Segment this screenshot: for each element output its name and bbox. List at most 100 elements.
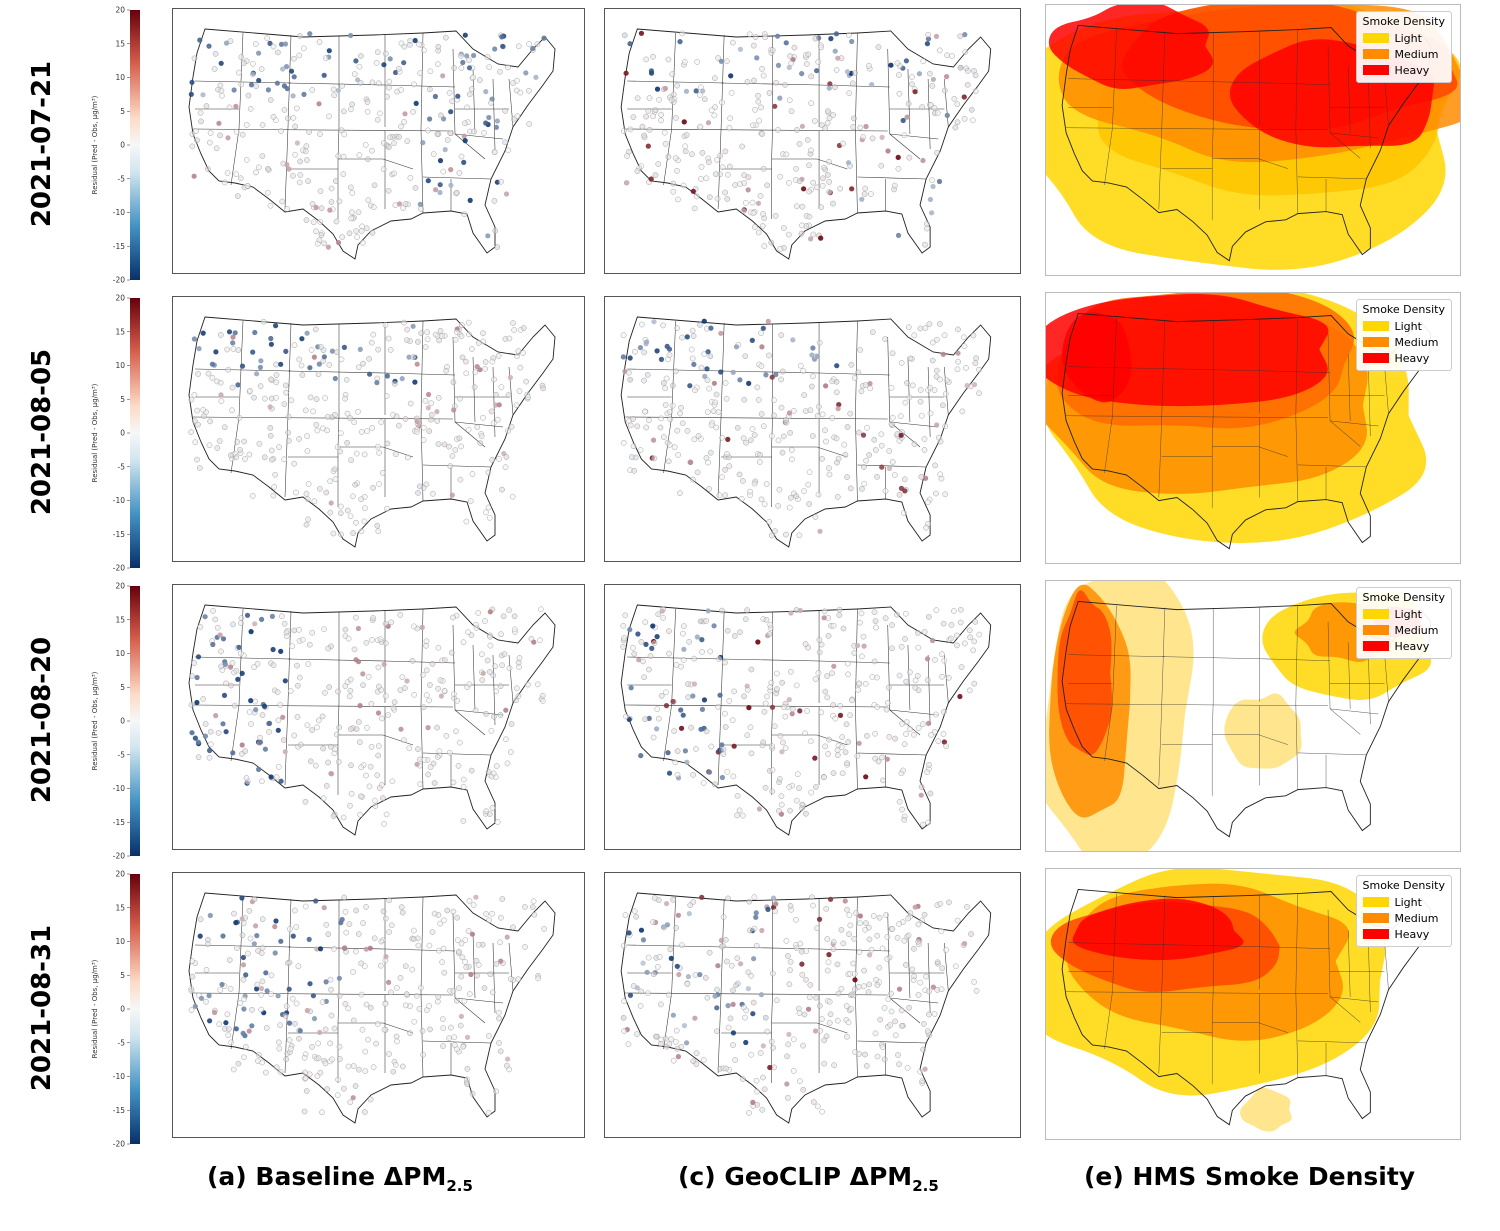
- monitor-point: [961, 94, 967, 100]
- monitor-point: [703, 175, 710, 182]
- monitor-point: [824, 694, 831, 701]
- monitor-point: [932, 656, 938, 663]
- monitor-point: [210, 641, 216, 648]
- monitor-point: [262, 703, 268, 709]
- monitor-point: [783, 417, 789, 423]
- monitor-point: [839, 734, 846, 740]
- monitor-point: [797, 940, 804, 947]
- monitor-point: [625, 1041, 632, 1048]
- monitor-point: [844, 474, 850, 480]
- monitor-point: [276, 1039, 282, 1046]
- monitor-point: [833, 435, 840, 442]
- monitor-point: [197, 623, 204, 630]
- monitor-point: [658, 111, 664, 118]
- monitor-point: [722, 148, 729, 155]
- monitor-point: [871, 436, 878, 443]
- monitor-point: [816, 403, 822, 410]
- monitor-point: [357, 346, 363, 352]
- monitor-point: [442, 34, 449, 41]
- monitor-point: [422, 397, 429, 404]
- monitor-point: [461, 998, 468, 1004]
- monitor-point: [917, 387, 924, 393]
- monitor-point: [275, 727, 281, 733]
- monitor-point: [503, 736, 509, 743]
- monitor-point: [620, 1014, 627, 1021]
- monitor-point: [856, 740, 862, 746]
- monitor-point: [209, 361, 215, 367]
- monitor-point: [194, 699, 200, 706]
- monitor-point: [495, 353, 502, 359]
- monitor-point: [836, 612, 843, 618]
- monitor-point: [414, 361, 420, 367]
- monitor-point: [815, 670, 822, 676]
- monitor-point: [852, 70, 858, 76]
- monitor-point: [760, 739, 767, 746]
- monitor-point: [303, 1088, 310, 1094]
- legend-title: Smoke Density: [1362, 15, 1446, 28]
- monitor-point: [898, 360, 905, 366]
- monitor-point: [466, 57, 472, 64]
- legend-label: Heavy: [1394, 63, 1430, 77]
- monitor-point: [374, 1021, 381, 1027]
- monitor-point: [453, 997, 460, 1004]
- monitor-point: [746, 705, 752, 711]
- monitor-point: [314, 427, 321, 434]
- monitor-point: [285, 429, 292, 436]
- monitor-point: [314, 946, 320, 952]
- monitor-point: [368, 339, 375, 346]
- monitor-point: [674, 963, 680, 969]
- monitor-point: [675, 1054, 682, 1060]
- monitor-point: [769, 374, 775, 380]
- monitor-point: [741, 180, 748, 186]
- monitor-point: [625, 369, 632, 376]
- monitor-point: [257, 734, 263, 741]
- monitor-point: [809, 433, 816, 439]
- monitor-point: [655, 611, 662, 618]
- monitor-point: [258, 991, 265, 998]
- monitor-point: [645, 990, 651, 997]
- monitor-point: [783, 151, 790, 158]
- monitor-point: [740, 435, 747, 442]
- monitor-point: [392, 202, 399, 209]
- monitor-point: [954, 101, 961, 108]
- monitor-point: [220, 636, 227, 642]
- monitor-point: [358, 528, 365, 535]
- monitor-point: [360, 671, 366, 677]
- monitor-point: [620, 332, 627, 339]
- legend-label: Medium: [1394, 623, 1439, 637]
- monitor-point: [885, 684, 892, 691]
- colorbar-tick-label: 20: [115, 582, 125, 591]
- legend-item-light: Light: [1362, 318, 1446, 334]
- monitor-point: [228, 682, 234, 689]
- monitor-point: [906, 1004, 912, 1011]
- monitor-point: [399, 909, 406, 916]
- monitor-point: [296, 626, 302, 633]
- monitor-point: [383, 393, 390, 399]
- monitor-point: [924, 1028, 931, 1034]
- monitor-point: [779, 449, 786, 456]
- monitor-point: [651, 455, 658, 462]
- monitor-point: [279, 613, 285, 620]
- monitor-point: [915, 938, 922, 945]
- monitor-point: [244, 778, 251, 785]
- monitor-point: [856, 680, 863, 687]
- monitor-point: [188, 701, 195, 708]
- monitor-point: [338, 127, 345, 134]
- monitor-point: [944, 52, 950, 59]
- monitor-point: [469, 931, 475, 937]
- monitor-point: [731, 743, 737, 749]
- monitor-point: [946, 899, 952, 906]
- monitor-point: [747, 488, 753, 495]
- monitor-point: [796, 532, 803, 539]
- monitor-point: [793, 945, 800, 951]
- monitor-point: [736, 471, 743, 478]
- monitor-point: [764, 1028, 771, 1035]
- monitor-point: [410, 936, 417, 942]
- monitor-point: [257, 383, 264, 390]
- monitor-point: [907, 355, 914, 362]
- monitor-point: [453, 329, 460, 335]
- monitor-point: [437, 189, 443, 196]
- monitor-point: [858, 388, 865, 395]
- monitor-point: [192, 439, 199, 446]
- monitor-point: [505, 1056, 511, 1062]
